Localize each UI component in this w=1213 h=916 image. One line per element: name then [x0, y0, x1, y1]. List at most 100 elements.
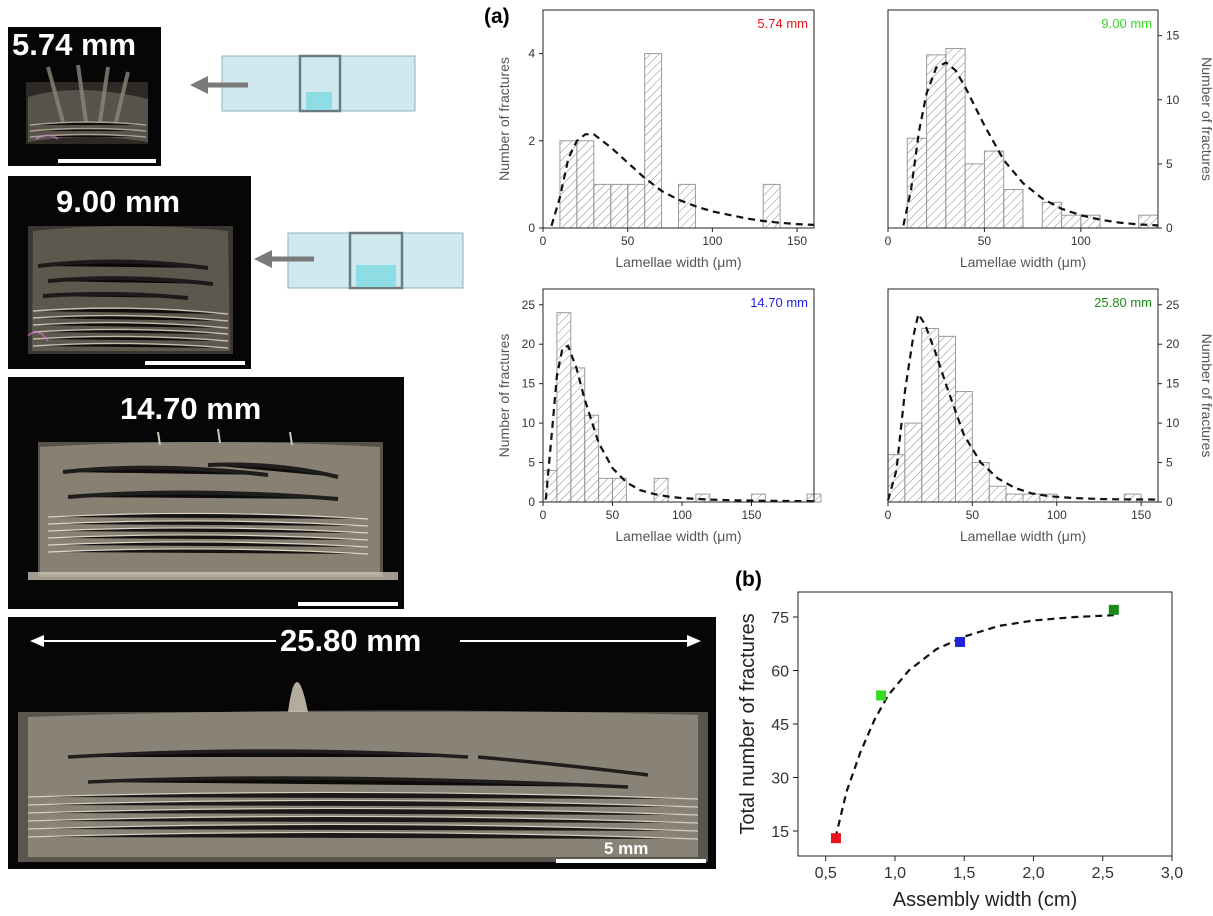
histogram-bar [955, 391, 973, 503]
x-tick-label: 0,5 [815, 865, 837, 882]
y-axis-label: Number of fractures [1199, 57, 1213, 181]
histogram-bar [584, 414, 600, 503]
photo-5-74mm: 5.74 mm [8, 27, 161, 166]
photo-25-80mm-texture [18, 635, 708, 862]
histogram-bar [926, 54, 947, 229]
series-tag: 14.70 mm [750, 295, 808, 310]
photo-label: 14.70 mm [120, 391, 262, 426]
plot-frame [542, 9, 815, 229]
x-tick-label: 50 [606, 508, 620, 522]
fit-curve [550, 133, 815, 227]
photo-label: 9.00 mm [56, 184, 181, 219]
mold-schematics [190, 54, 464, 290]
x-tick-label: 100 [702, 234, 722, 248]
photo-label: 5.74 mm [12, 27, 137, 62]
y-tick-label: 25 [1166, 298, 1180, 312]
x-tick-label: 100 [1047, 508, 1067, 522]
x-tick-label: 0 [540, 234, 547, 248]
y-tick-label: 45 [771, 717, 789, 734]
histogram-bar [904, 422, 923, 503]
histogram-bar [570, 367, 586, 503]
histogram-bar [1080, 214, 1101, 229]
mold-schematic-1 [190, 54, 416, 113]
y-tick-label: 15 [1166, 29, 1180, 43]
histogram-bar [644, 53, 663, 229]
x-tick-label: 3,0 [1161, 865, 1183, 882]
plot-frame [887, 288, 1159, 503]
y-tick-label: 10 [522, 416, 536, 430]
mold-schematic-2 [254, 231, 464, 290]
scalebar [556, 859, 706, 863]
data-point [955, 636, 966, 647]
y-tick-label: 0 [1166, 221, 1173, 235]
histogram-bar [610, 183, 629, 229]
scalebar [145, 361, 245, 365]
scalebar-label: 5 mm [604, 839, 649, 858]
y-tick-label: 15 [1166, 377, 1180, 391]
x-tick-label: 0 [540, 508, 547, 522]
photo-14-70mm: 14.70 mm [8, 377, 404, 609]
y-tick-label: 5 [1166, 157, 1173, 171]
y-tick-label: 0 [528, 495, 535, 509]
histogram-bar [611, 477, 627, 503]
y-axis-label: Number of fractures [496, 57, 512, 181]
y-tick-label: 75 [771, 610, 789, 627]
y-tick-label: 10 [1166, 93, 1180, 107]
panel-label-a: (a) [484, 5, 510, 28]
photo-label: 25.80 mm [280, 623, 422, 658]
histogram-bar [695, 493, 711, 503]
y-tick-label: 30 [771, 771, 789, 788]
fit-curve [834, 614, 1114, 839]
x-tick-label: 2,0 [1022, 865, 1044, 882]
y-tick-label: 15 [522, 377, 536, 391]
x-tick-label: 0 [885, 234, 892, 248]
y-tick-label: 25 [522, 298, 536, 312]
histogram-bar [971, 462, 990, 503]
fit-curve [886, 311, 1159, 501]
photo-25-80mm: 25.80 mm 5 mm [8, 617, 716, 869]
y-axis-label: Number of fractures [496, 334, 512, 458]
x-tick-label: 50 [966, 508, 980, 522]
histogram-bar [627, 183, 646, 229]
histogram-bar [983, 150, 1005, 229]
scalebar [58, 159, 156, 163]
x-tick-label: 0 [885, 508, 892, 522]
x-axis-label: Lamellae width (μm) [960, 528, 1086, 544]
y-tick-label: 20 [522, 337, 536, 351]
photo-5-74mm-texture [26, 64, 148, 144]
y-tick-label: 4 [528, 47, 535, 61]
y-tick-label: 0 [528, 221, 535, 235]
x-tick-label: 50 [621, 234, 635, 248]
histogram-bar [988, 485, 1007, 503]
x-tick-label: 150 [787, 234, 807, 248]
x-axis-label: Lamellae width (μm) [615, 254, 741, 270]
x-axis-label: Assembly width (cm) [893, 889, 1077, 911]
data-point [1108, 604, 1119, 615]
fit-curve [544, 344, 815, 503]
series-tag: 9.00 mm [1101, 16, 1152, 31]
y-tick-label: 5 [528, 456, 535, 470]
x-tick-label: 100 [1071, 234, 1091, 248]
y-tick-label: 0 [1166, 495, 1173, 509]
photo-14-70mm-texture [28, 428, 398, 580]
y-tick-label: 2 [528, 134, 535, 148]
arrow-left-icon [254, 250, 272, 268]
plot-frame [887, 9, 1159, 229]
y-tick-label: 5 [1166, 456, 1173, 470]
y-tick-label: 15 [771, 824, 789, 841]
x-axis-label: Lamellae width (μm) [615, 528, 741, 544]
x-tick-label: 1,0 [884, 865, 906, 882]
histogram-bar [1123, 493, 1142, 503]
series-tag: 25.80 mm [1094, 295, 1152, 310]
histogram-bar [1005, 493, 1024, 503]
data-point [876, 690, 887, 701]
histogram-bar [576, 140, 595, 229]
y-tick-label: 20 [1166, 337, 1180, 351]
x-tick-label: 2,5 [1092, 865, 1114, 882]
plot-frame [797, 591, 1173, 857]
histogram-bar [1061, 214, 1082, 229]
x-tick-label: 150 [1131, 508, 1151, 522]
y-tick-label: 10 [1166, 416, 1180, 430]
x-tick-label: 100 [672, 508, 692, 522]
